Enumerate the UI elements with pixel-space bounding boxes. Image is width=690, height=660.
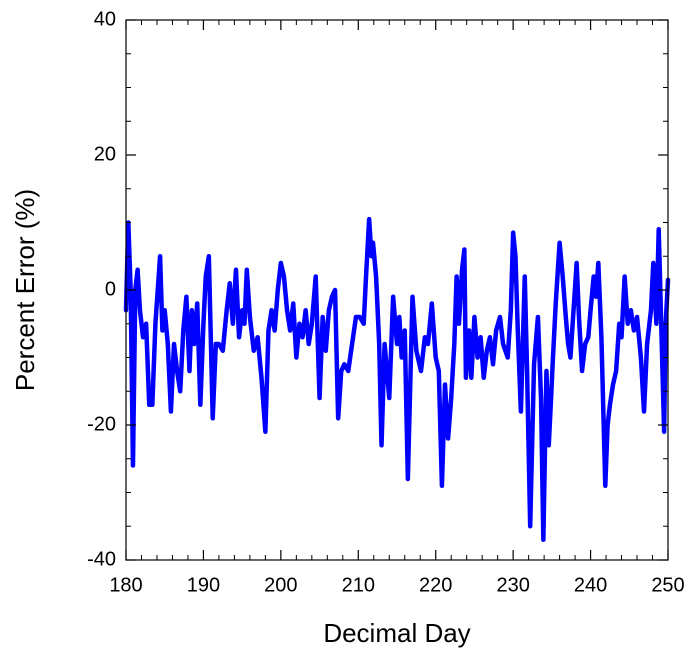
x-tick-label: 180 xyxy=(109,574,142,596)
x-tick-label: 210 xyxy=(342,574,375,596)
y-tick-label: 20 xyxy=(94,143,116,165)
data-line xyxy=(123,216,671,542)
y-tick-label: 0 xyxy=(105,278,116,300)
x-tick-label: 250 xyxy=(651,574,684,596)
x-tick-label: 230 xyxy=(496,574,529,596)
x-tick-label: 190 xyxy=(187,574,220,596)
x-tick-label: 240 xyxy=(574,574,607,596)
x-tick-label: 220 xyxy=(419,574,452,596)
y-axis-label: Percent Error (%) xyxy=(10,189,40,391)
y-tick-label: -40 xyxy=(87,548,116,570)
y-tick-label: -20 xyxy=(87,413,116,435)
y-tick-label: 40 xyxy=(94,8,116,30)
x-axis-label: Decimal Day xyxy=(323,618,470,648)
x-tick-label: 200 xyxy=(264,574,297,596)
